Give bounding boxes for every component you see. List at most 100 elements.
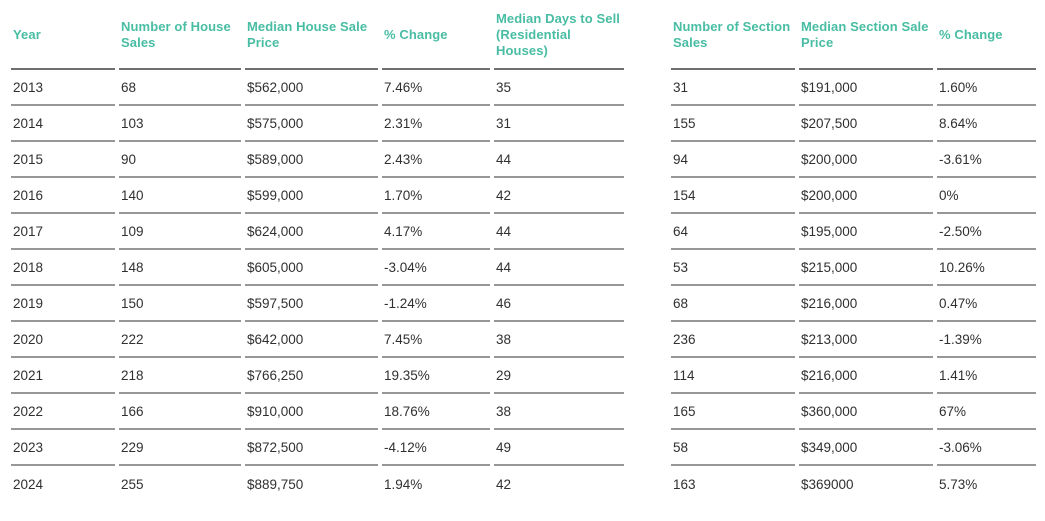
table-cell: 31 <box>671 70 795 106</box>
table-cell: 58 <box>671 430 795 466</box>
table-cell: 2015 <box>11 142 115 178</box>
table-cell: $642,000 <box>245 322 378 358</box>
table-cell: -3.06% <box>937 430 1036 466</box>
table-cell: $207,500 <box>799 106 933 142</box>
table-cell: 94 <box>671 142 795 178</box>
table-cell: 2021 <box>11 358 115 394</box>
table-cell: 0.47% <box>937 286 1036 322</box>
table-cell: 64 <box>671 214 795 250</box>
table-row: 2023 229 $872,500 -4.12% 49 <box>11 430 624 466</box>
table-row: 64 $195,000 -2.50% <box>671 214 1036 250</box>
table-cell: 109 <box>119 214 241 250</box>
section-sales-table: Number of Section Sales Median Section Sa… <box>667 0 1040 502</box>
table-cell: $597,500 <box>245 286 378 322</box>
table-cell: 0% <box>937 178 1036 214</box>
table-cell: $910,000 <box>245 394 378 430</box>
table-row: 165 $360,000 67% <box>671 394 1036 430</box>
table-row: 2016 140 $599,000 1.70% 42 <box>11 178 624 214</box>
table-row: 94 $200,000 -3.61% <box>671 142 1036 178</box>
table-row: 2017 109 $624,000 4.17% 44 <box>11 214 624 250</box>
table-cell: 255 <box>121 476 144 492</box>
table-cell: $195,000 <box>799 214 933 250</box>
table-cell: 35 <box>494 70 624 106</box>
column-header: Median House Sale Price <box>245 0 378 70</box>
house-sales-table: Year Number of House Sales Median House Sa… <box>7 0 628 502</box>
table-cell: $191,000 <box>799 70 933 106</box>
table-cell: $369000 <box>801 476 854 492</box>
table-cell: 2016 <box>11 178 115 214</box>
house-sales-table-container: Year Number of House Sales Median House Sa… <box>7 0 628 502</box>
table-cell: 114 <box>671 358 795 394</box>
table-cell: 44 <box>494 214 624 250</box>
table-row: 58 $349,000 -3.06% <box>671 430 1036 466</box>
column-header: Median Section Sale Price <box>799 0 933 70</box>
table-cell: 42 <box>496 476 512 492</box>
table-cell: 2017 <box>11 214 115 250</box>
column-header: Median Days to Sell (Residential Houses) <box>494 0 624 70</box>
column-header: % Change <box>937 0 1036 70</box>
table-row: 154 $200,000 0% <box>671 178 1036 214</box>
header-row: Number of Section Sales Median Section Sa… <box>671 0 1036 70</box>
table-row: 2018 148 $605,000 -3.04% 44 <box>11 250 624 286</box>
table-cell: $200,000 <box>799 142 933 178</box>
table-row: 155 $207,500 8.64% <box>671 106 1036 142</box>
table-cell: 38 <box>494 322 624 358</box>
table-cell: 150 <box>119 286 241 322</box>
table-cell: 42 <box>494 178 624 214</box>
header-row: Year Number of House Sales Median House Sa… <box>11 0 624 70</box>
table-row: 2013 68 $562,000 7.46% 35 <box>11 70 624 106</box>
table-cell: 19.35% <box>382 358 490 394</box>
table-cell: 38 <box>494 394 624 430</box>
table-cell: 2013 <box>11 70 115 106</box>
column-header: Year <box>11 0 115 70</box>
table-cell: $360,000 <box>799 394 933 430</box>
table-cell: 90 <box>119 142 241 178</box>
table-cell: -4.12% <box>382 430 490 466</box>
table-cell: 103 <box>119 106 241 142</box>
table-row: 2020 222 $642,000 7.45% 38 <box>11 322 624 358</box>
table-cell: 163 <box>673 476 696 492</box>
table-row: 2021 218 $766,250 19.35% 29 <box>11 358 624 394</box>
table-cell: 2018 <box>11 250 115 286</box>
table-cell: 31 <box>494 106 624 142</box>
table-cell: 53 <box>671 250 795 286</box>
table-cell: -1.24% <box>382 286 490 322</box>
table-cell: 2020 <box>11 322 115 358</box>
table-cell: $589,000 <box>245 142 378 178</box>
table-cell: 2.31% <box>382 106 490 142</box>
table-row: 2024 255 $889,750 1.94% 42 <box>11 466 624 502</box>
table-cell: -2.50% <box>937 214 1036 250</box>
table-cell: 44 <box>494 142 624 178</box>
table-cell: 1.70% <box>382 178 490 214</box>
table-cell: 68 <box>671 286 795 322</box>
table-cell: $889,750 <box>247 476 304 492</box>
table-cell: -3.61% <box>937 142 1036 178</box>
table-cell: 2024 <box>13 476 44 492</box>
table-cell: 1.41% <box>937 358 1036 394</box>
table-row: 2014 103 $575,000 2.31% 31 <box>11 106 624 142</box>
column-header: Number of House Sales <box>119 0 241 70</box>
table-cell: $200,000 <box>799 178 933 214</box>
table-cell: $575,000 <box>245 106 378 142</box>
table-row: 53 $215,000 10.26% <box>671 250 1036 286</box>
table-cell: $872,500 <box>245 430 378 466</box>
table-cell: 68 <box>119 70 241 106</box>
table-row: 31 $191,000 1.60% <box>671 70 1036 106</box>
table-cell: 165 <box>671 394 795 430</box>
table-cell: 49 <box>494 430 624 466</box>
table-row: 2022 166 $910,000 18.76% 38 <box>11 394 624 430</box>
table-cell: 18.76% <box>382 394 490 430</box>
table-cell: 229 <box>119 430 241 466</box>
table-cell: 4.17% <box>382 214 490 250</box>
table-cell: $599,000 <box>245 178 378 214</box>
table-cell: 7.46% <box>382 70 490 106</box>
table-cell: $213,000 <box>799 322 933 358</box>
table-row: 236 $213,000 -1.39% <box>671 322 1036 358</box>
table-cell: $216,000 <box>799 286 933 322</box>
table-cell: $216,000 <box>799 358 933 394</box>
table-row: 68 $216,000 0.47% <box>671 286 1036 322</box>
table-cell: 44 <box>494 250 624 286</box>
table-cell: 140 <box>119 178 241 214</box>
section-sales-table-container: Number of Section Sales Median Section Sa… <box>667 0 1040 502</box>
